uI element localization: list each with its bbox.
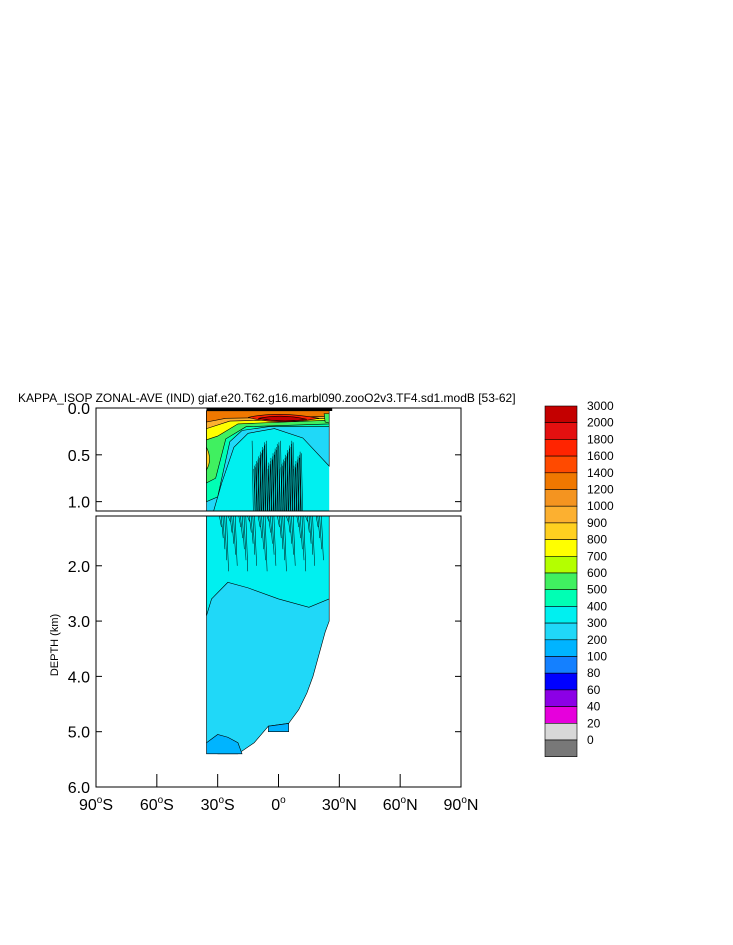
y-tick-label: 3.0: [68, 614, 90, 631]
colorbar-swatch: [544, 422, 578, 440]
upper-contour-600-east: [323, 413, 330, 424]
upper-contour-900: [206, 447, 210, 471]
upper-noise-contours: [251, 440, 303, 512]
colorbar-swatch: [544, 656, 578, 674]
y-tick-label: 2.0: [68, 559, 90, 576]
colorbar: 3000200018001600140012001000900800700600…: [544, 399, 614, 758]
colorbar-swatch: [544, 555, 578, 574]
x-tick-label: 30oN: [322, 795, 357, 814]
colorbar-label: 200: [587, 633, 607, 647]
colorbar-swatch: [544, 706, 578, 724]
x-tick-label: 60oN: [383, 795, 418, 814]
colorbar-label: 0: [587, 733, 594, 747]
colorbar-label: 800: [587, 533, 607, 547]
upper-surface-strip: [206, 408, 333, 411]
y-tick-label: 5.0: [68, 725, 90, 742]
x-tick-label: 90oS: [79, 795, 113, 814]
colorbar-label: 1800: [587, 432, 614, 446]
colorbar-label: 20: [587, 716, 601, 730]
x-tick-label: 30oS: [201, 795, 235, 814]
y-tick-label: 4.0: [68, 669, 90, 686]
y-tick-label: 1.0: [68, 495, 90, 512]
colorbar-swatch: [544, 672, 578, 691]
colorbar-label: 400: [587, 599, 607, 613]
colorbar-swatch: [544, 689, 578, 707]
y-axis-label: DEPTH (km): [49, 614, 61, 676]
colorbar-label: 700: [587, 549, 607, 563]
colorbar-swatch: [544, 522, 578, 540]
colorbar-swatch: [544, 639, 578, 657]
y-tick-label: 0.5: [68, 448, 90, 465]
colorbar-swatch: [544, 539, 578, 557]
colorbar-swatch: [544, 405, 578, 424]
lower-panel: [95, 515, 462, 788]
colorbar-swatch: [544, 622, 578, 641]
y-tick-label: 0.0: [68, 401, 90, 418]
y-tick-label: 6.0: [68, 780, 90, 797]
colorbar-swatch: [544, 489, 578, 507]
colorbar-label: 100: [587, 650, 607, 664]
x-tick-label: 0o: [271, 795, 286, 814]
colorbar-swatch: [544, 455, 578, 474]
colorbar-label: 80: [587, 666, 601, 680]
colorbar-label: 600: [587, 566, 607, 580]
colorbar-label: 1000: [587, 499, 614, 513]
colorbar-swatch: [544, 589, 578, 607]
x-tick-label: 60oS: [140, 795, 174, 814]
colorbar-label: 1200: [587, 483, 614, 497]
colorbar-swatch: [544, 472, 578, 490]
colorbar-swatch: [544, 505, 578, 524]
lower-abyssal-fill: [206, 723, 289, 755]
colorbar-swatch: [544, 606, 578, 624]
y-axis-ticks: 0.0 0.5 1.0 2.0 3.0 4.0 5.0 6.0: [68, 401, 461, 797]
upper-contour-3000: [258, 415, 307, 422]
colorbar-label: 2000: [587, 416, 614, 430]
lower-intermediate-fill: [206, 515, 330, 616]
chart-title: KAPPA_ISOP ZONAL-AVE (IND) giaf.e20.T62.…: [18, 391, 516, 405]
upper-panel-frame: [95, 407, 462, 512]
colorbar-label: 900: [587, 516, 607, 530]
colorbar-swatch: [544, 739, 578, 758]
colorbar-label: 500: [587, 583, 607, 597]
x-axis-ticks: 90oS 60oS 30oS 0o 30oN 60oN 90oN: [79, 774, 478, 814]
colorbar-swatch: [544, 722, 578, 741]
colorbar-label: 40: [587, 700, 601, 714]
colorbar-label: 300: [587, 616, 607, 630]
colorbar-label: 60: [587, 683, 601, 697]
colorbar-label: 3000: [587, 399, 614, 413]
colorbar-swatch: [544, 572, 578, 591]
upper-panel: [95, 407, 462, 512]
x-tick-label: 90oN: [444, 795, 479, 814]
colorbar-label: 1600: [587, 449, 614, 463]
colorbar-swatch: [544, 439, 578, 457]
colorbar-label: 1400: [587, 466, 614, 480]
